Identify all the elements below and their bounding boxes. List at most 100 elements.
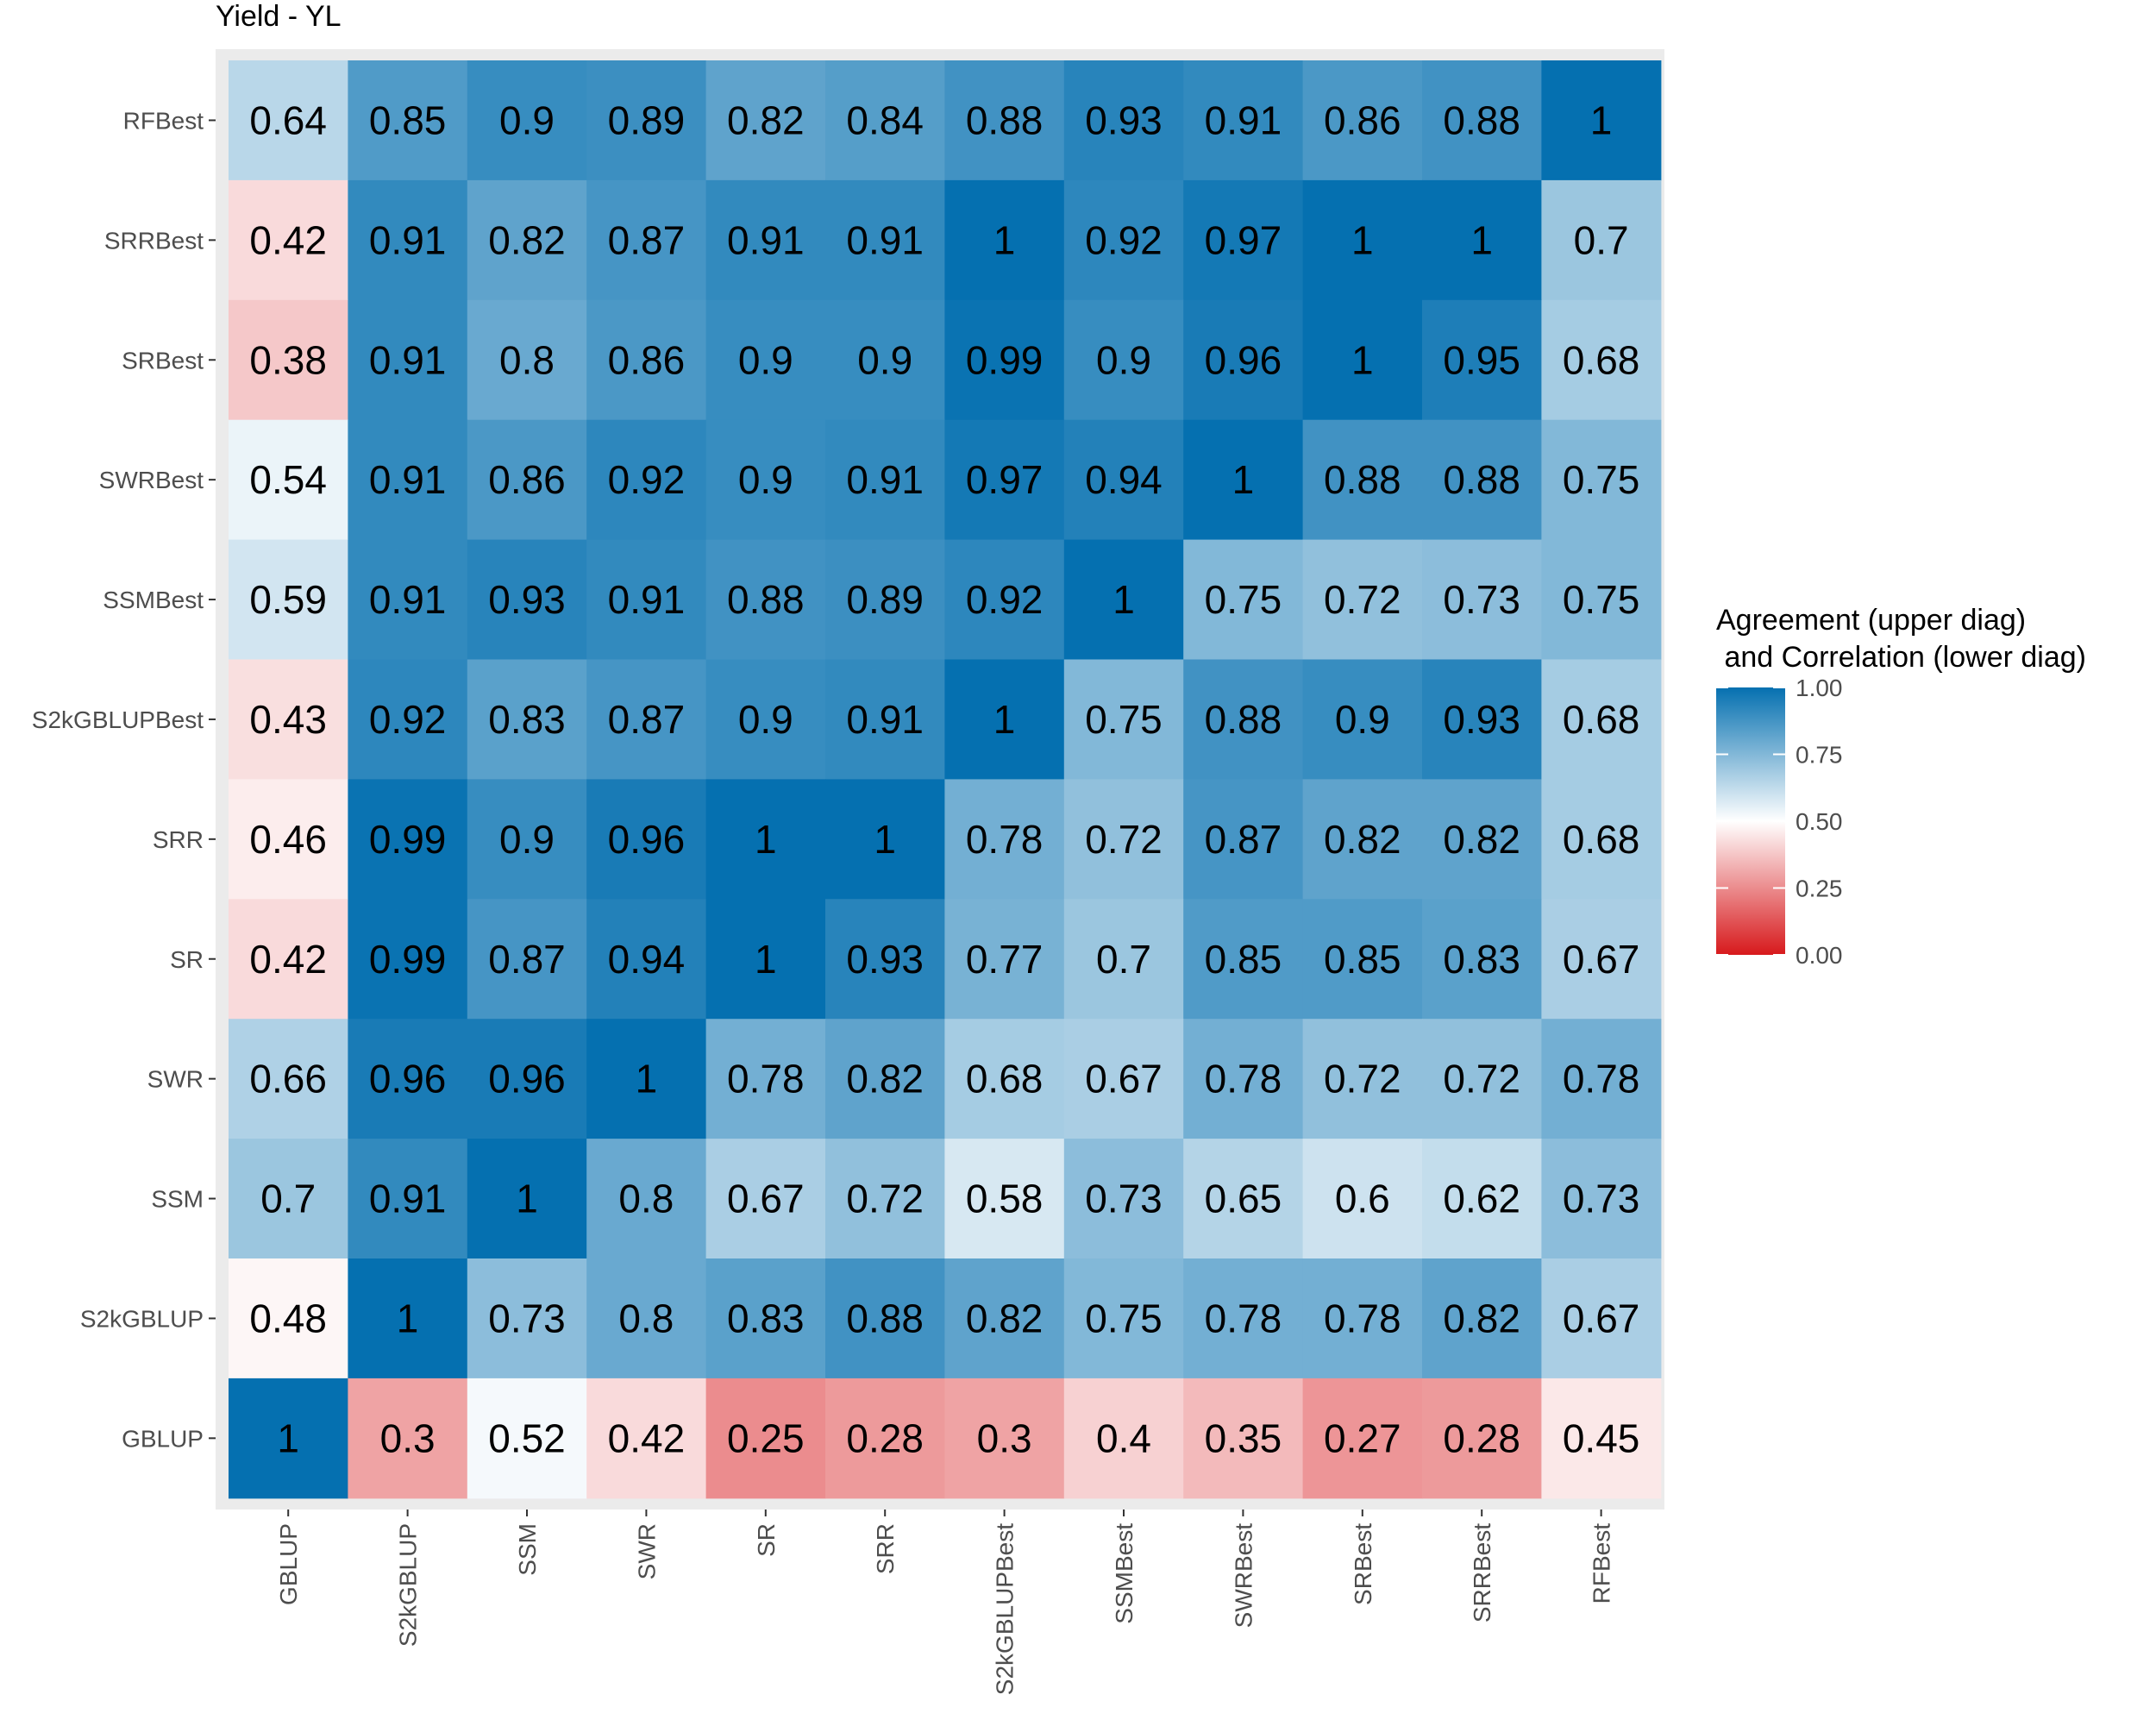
heatmap-cell — [1541, 539, 1662, 661]
heatmap-cell — [705, 419, 826, 541]
cell-value-label: 0.67 — [1085, 1057, 1163, 1102]
heatmap-cell — [467, 179, 587, 301]
cell-value-label: 0.91 — [369, 577, 447, 622]
cell-value-label: 0.75 — [1563, 457, 1640, 502]
cell-value-label: 0.83 — [1443, 937, 1520, 982]
cell-value-label: 0.46 — [249, 817, 327, 862]
cell-value-label: 1 — [1112, 577, 1135, 622]
heatmap-cell — [825, 1258, 945, 1379]
cell-value-label: 1 — [755, 937, 777, 982]
heatmap-cell — [944, 539, 1065, 661]
cell-value-label: 0.91 — [1205, 97, 1282, 142]
cell-value-label: 0.62 — [1443, 1177, 1520, 1221]
cell-value-label: 0.89 — [608, 97, 686, 142]
heatmap-cell — [229, 539, 348, 661]
cell-value-label: 0.43 — [249, 697, 327, 742]
heatmap-cell — [467, 899, 587, 1020]
heatmap-cell — [1541, 1378, 1662, 1499]
heatmap-cell — [705, 1258, 826, 1379]
heatmap-cell — [825, 1139, 945, 1259]
heatmap-cell — [1183, 419, 1304, 541]
heatmap-cell — [944, 1258, 1065, 1379]
heatmap-cell — [348, 779, 468, 900]
y-tick-label: SR — [170, 946, 204, 973]
cell-value-label: 0.38 — [249, 337, 327, 382]
cell-value-label: 0.93 — [1085, 97, 1163, 142]
heatmap-cell — [705, 899, 826, 1020]
cell-value-label: 0.73 — [1443, 577, 1520, 622]
heatmap-cell — [1541, 1019, 1662, 1139]
heatmap-cell — [229, 659, 348, 780]
y-axis: RFBest SRRBest SRBest SWRBest SSMBest S2kGBLU… — [32, 107, 216, 1452]
heatmap-cell — [586, 1139, 707, 1259]
cell-value-label: 0.83 — [488, 697, 566, 742]
cell-value-label: 0.45 — [1563, 1415, 1640, 1460]
cell-value-label: 0.82 — [966, 1296, 1044, 1340]
heatmap-cell — [825, 779, 945, 900]
cell-value-label: 0.73 — [1563, 1177, 1640, 1221]
heatmap-cell — [705, 1139, 826, 1259]
cell-value-label: 0.99 — [369, 937, 447, 982]
cell-value-label: 0.96 — [488, 1057, 566, 1102]
heatmap-cell — [586, 1378, 707, 1499]
cell-value-label: 0.68 — [1563, 697, 1640, 742]
heatmap-cell — [229, 899, 348, 1020]
cell-value-label: 0.82 — [488, 217, 566, 262]
heatmap-cell — [705, 779, 826, 900]
heatmap-cell — [1541, 1139, 1662, 1259]
heatmap-cell — [825, 299, 945, 421]
heatmap-cell — [1183, 659, 1304, 780]
cell-value-label: 0.82 — [1443, 817, 1520, 862]
legend-tick-label: 1.00 — [1796, 675, 1843, 701]
heatmap-cell — [944, 419, 1065, 541]
cell-value-label: 0.6 — [1335, 1177, 1390, 1221]
heatmap-cell — [705, 1378, 826, 1499]
cell-value-label: 0.3 — [977, 1415, 1032, 1460]
cell-value-label: 0.75 — [1205, 577, 1282, 622]
cell-value-label: 0.83 — [727, 1296, 805, 1340]
heatmap-cell — [348, 1258, 468, 1379]
cell-value-label: 0.87 — [1205, 817, 1282, 862]
heatmap-cell — [229, 1139, 348, 1259]
y-tick-label: S2kGBLUP — [80, 1305, 204, 1332]
heatmap-cell — [825, 60, 945, 181]
cell-value-label: 0.93 — [846, 937, 924, 982]
cell-value-label: 0.91 — [608, 577, 686, 622]
cell-value-label: 0.66 — [249, 1057, 327, 1102]
cell-value-label: 0.75 — [1563, 577, 1640, 622]
cell-value-label: 0.9 — [1335, 697, 1390, 742]
cell-value-label: 0.92 — [966, 577, 1044, 622]
heatmap-cell — [1183, 779, 1304, 900]
heatmap-cell — [1302, 1139, 1423, 1259]
cell-value-label: 0.82 — [846, 1057, 924, 1102]
heatmap-cell — [1183, 60, 1304, 181]
heatmap-cell — [467, 1258, 587, 1379]
legend-tick-label: 0.75 — [1796, 742, 1843, 769]
heatmap-cell — [1063, 1258, 1184, 1379]
cell-value-label: 0.9 — [1096, 337, 1151, 382]
cell-value-label: 0.78 — [1205, 1296, 1282, 1340]
heatmap-cell — [1302, 419, 1423, 541]
heatmap-cell — [229, 1019, 348, 1139]
cell-value-label: 0.96 — [608, 817, 686, 862]
heatmap-cell — [705, 1019, 826, 1139]
heatmap-cell — [467, 539, 587, 661]
cell-value-label: 0.72 — [1443, 1057, 1520, 1102]
heatmap-cell — [586, 899, 707, 1020]
heatmap-cell — [467, 299, 587, 421]
heatmap-cell — [1063, 419, 1184, 541]
cell-value-label: 0.68 — [966, 1057, 1044, 1102]
heatmap-cell — [229, 779, 348, 900]
cell-value-label: 0.82 — [1324, 817, 1401, 862]
heatmap-cell — [586, 1258, 707, 1379]
heatmap-cell — [586, 299, 707, 421]
heatmap-cell — [348, 60, 468, 181]
cell-value-label: 0.42 — [608, 1415, 686, 1460]
heatmap-cell — [944, 1019, 1065, 1139]
legend-tick-label: 0.00 — [1796, 942, 1843, 969]
cell-value-label: 0.78 — [1324, 1296, 1401, 1340]
heatmap-cell — [1302, 179, 1423, 301]
cell-value-label: 1 — [1470, 217, 1493, 262]
heatmap-cell — [705, 659, 826, 780]
cell-value-label: 1 — [993, 697, 1016, 742]
